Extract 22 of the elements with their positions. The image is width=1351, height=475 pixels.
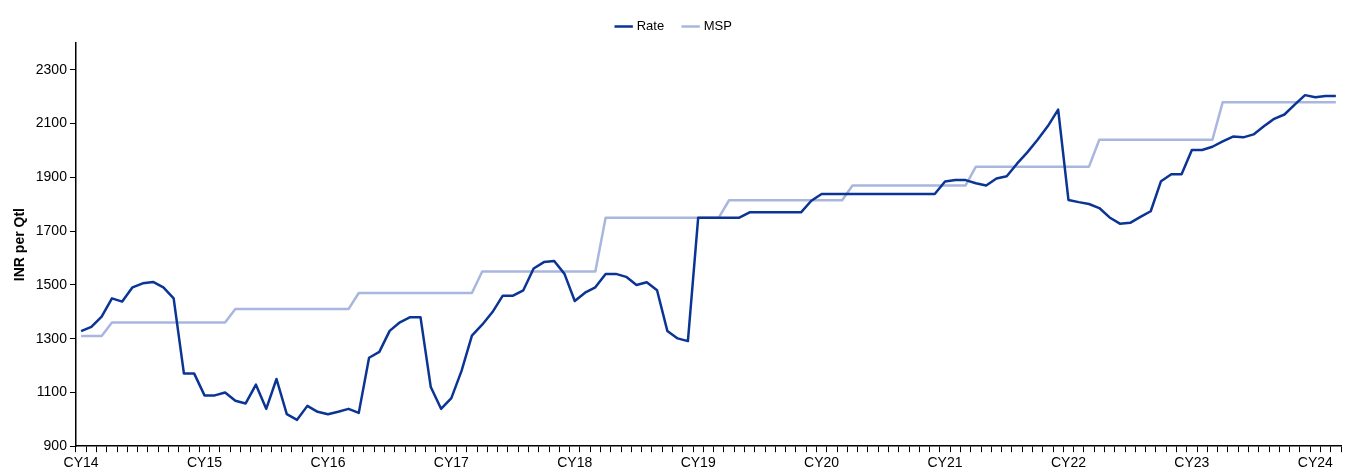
x-tick-label: CY15 [186,454,223,471]
legend-label: MSP [703,18,732,34]
y-tick-label: 2100 [35,114,68,131]
y-tick-label: 2300 [35,60,68,77]
x-tick-label: CY14 [63,454,99,471]
y-tick-label: 900 [43,437,68,454]
x-tick-label: CY17 [433,454,470,471]
x-tick-label: CY24 [1297,454,1334,471]
x-tick-label: CY16 [310,454,346,471]
y-axis-title: INR per Qtl [11,208,28,282]
y-tick-label: 1300 [35,329,68,346]
y-tick-label: 1500 [35,275,68,292]
x-tick-label: CY21 [927,454,963,471]
x-tick-label: CY22 [1050,454,1087,471]
y-tick-label: 1100 [36,383,68,400]
x-tick-label: CY18 [557,454,593,471]
y-tick-label: 1700 [35,222,68,239]
y-tick-label: 1900 [35,168,68,185]
x-tick-label: CY23 [1174,454,1210,471]
x-tick-label: CY20 [804,454,840,471]
legend-label: Rate [636,18,665,34]
x-tick-label: CY19 [680,454,716,471]
